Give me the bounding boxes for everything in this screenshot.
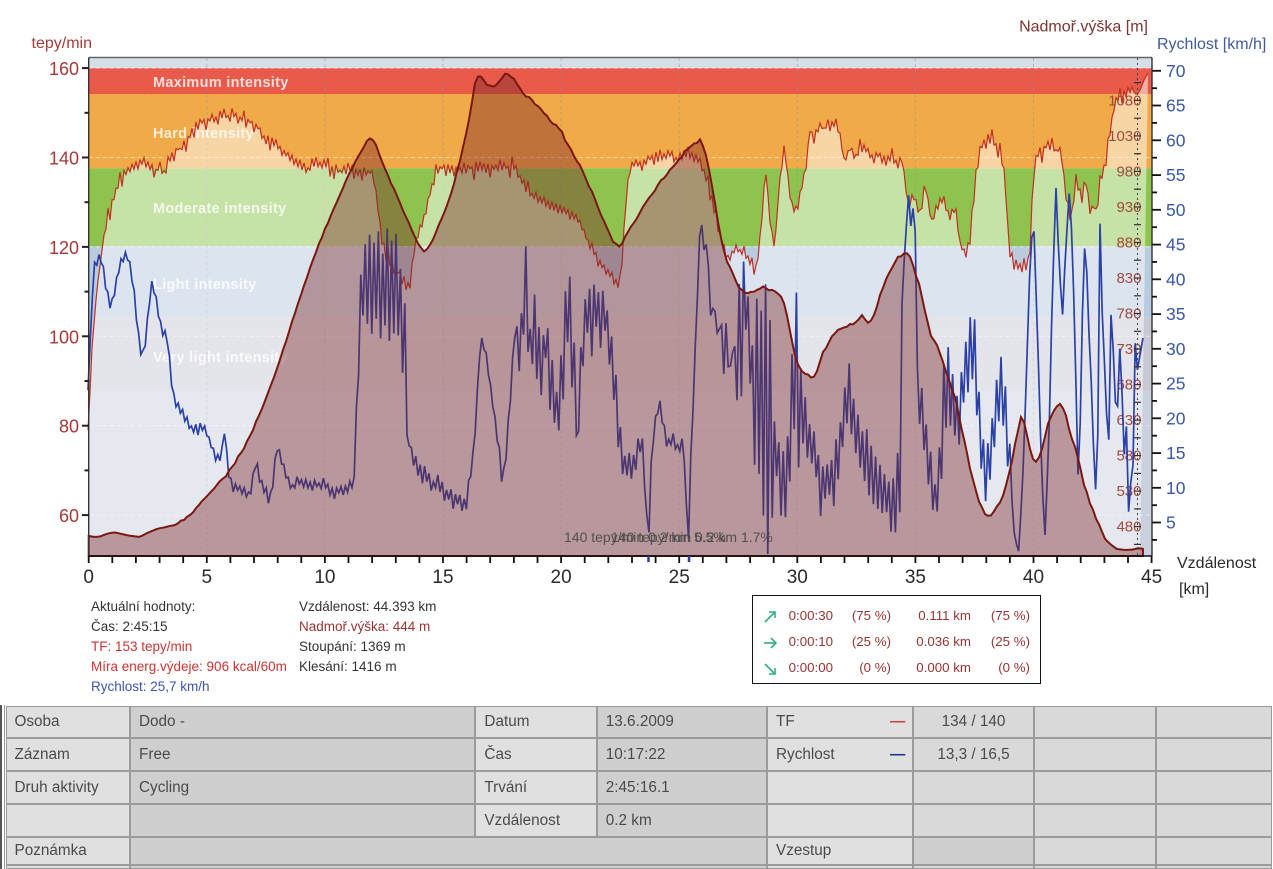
svg-text:40: 40 [1166, 269, 1186, 289]
svg-text:10: 10 [314, 567, 335, 588]
svg-text:780: 780 [1116, 306, 1141, 323]
svg-text:50: 50 [1166, 200, 1186, 220]
svg-text:55: 55 [1166, 165, 1185, 185]
svg-text:40: 40 [1023, 567, 1044, 588]
svg-text:35: 35 [905, 567, 926, 588]
svg-text:Vzdálenost: Vzdálenost [1177, 555, 1257, 572]
svg-text:60: 60 [1166, 130, 1186, 150]
svg-text:20: 20 [1166, 408, 1186, 428]
svg-text:5: 5 [1166, 513, 1176, 533]
svg-text:480: 480 [1116, 519, 1141, 536]
svg-text:25: 25 [669, 567, 690, 588]
svg-text:45: 45 [1166, 235, 1185, 255]
svg-text:30: 30 [787, 567, 808, 588]
svg-text:25: 25 [1166, 374, 1185, 394]
svg-text:65: 65 [1166, 96, 1185, 116]
svg-text:Hard intensity: Hard intensity [153, 126, 254, 142]
svg-text:20: 20 [551, 567, 572, 588]
svg-text:15: 15 [1166, 443, 1185, 463]
svg-text:140 tepy/min 0.2 km 5.5%: 140 tepy/min 0.2 km 5.5% [564, 529, 726, 545]
svg-text:160: 160 [49, 59, 79, 79]
svg-text:980: 980 [1116, 163, 1141, 180]
svg-text:Moderate intensity: Moderate intensity [153, 201, 287, 217]
svg-text:580: 580 [1116, 448, 1141, 465]
svg-text:1030: 1030 [1108, 128, 1141, 145]
svg-text:35: 35 [1166, 304, 1185, 324]
svg-text:880: 880 [1116, 235, 1141, 252]
svg-text:5: 5 [202, 567, 213, 588]
svg-text:120: 120 [49, 238, 79, 258]
svg-text:1080: 1080 [1108, 92, 1141, 109]
svg-text:tepy/min: tepy/min [32, 35, 92, 52]
svg-text:100: 100 [49, 327, 79, 347]
svg-text:140: 140 [49, 149, 79, 169]
svg-text:Nadmoř.výška [m]: Nadmoř.výška [m] [1019, 19, 1148, 36]
svg-text:Light intensity: Light intensity [153, 277, 257, 293]
svg-text:10: 10 [1166, 478, 1186, 498]
svg-text:0: 0 [83, 567, 94, 588]
svg-text:80: 80 [59, 417, 79, 437]
svg-text:45: 45 [1141, 567, 1162, 588]
svg-text:70: 70 [1166, 61, 1186, 81]
svg-text:Maximum intensity: Maximum intensity [153, 75, 289, 91]
svg-text:140 tepy/min 0.2 km 1.7%: 140 tepy/min 0.2 km 1.7% [611, 529, 773, 545]
svg-text:30: 30 [1166, 339, 1186, 359]
svg-text:[km]: [km] [1179, 581, 1209, 598]
svg-text:60: 60 [59, 506, 79, 526]
svg-text:530: 530 [1116, 483, 1141, 500]
svg-text:Very light intensity: Very light intensity [153, 350, 288, 366]
svg-text:Rychlost [km/h]: Rychlost [km/h] [1157, 36, 1266, 53]
svg-text:830: 830 [1116, 270, 1141, 287]
svg-text:15: 15 [432, 567, 453, 588]
svg-text:930: 930 [1116, 199, 1141, 216]
